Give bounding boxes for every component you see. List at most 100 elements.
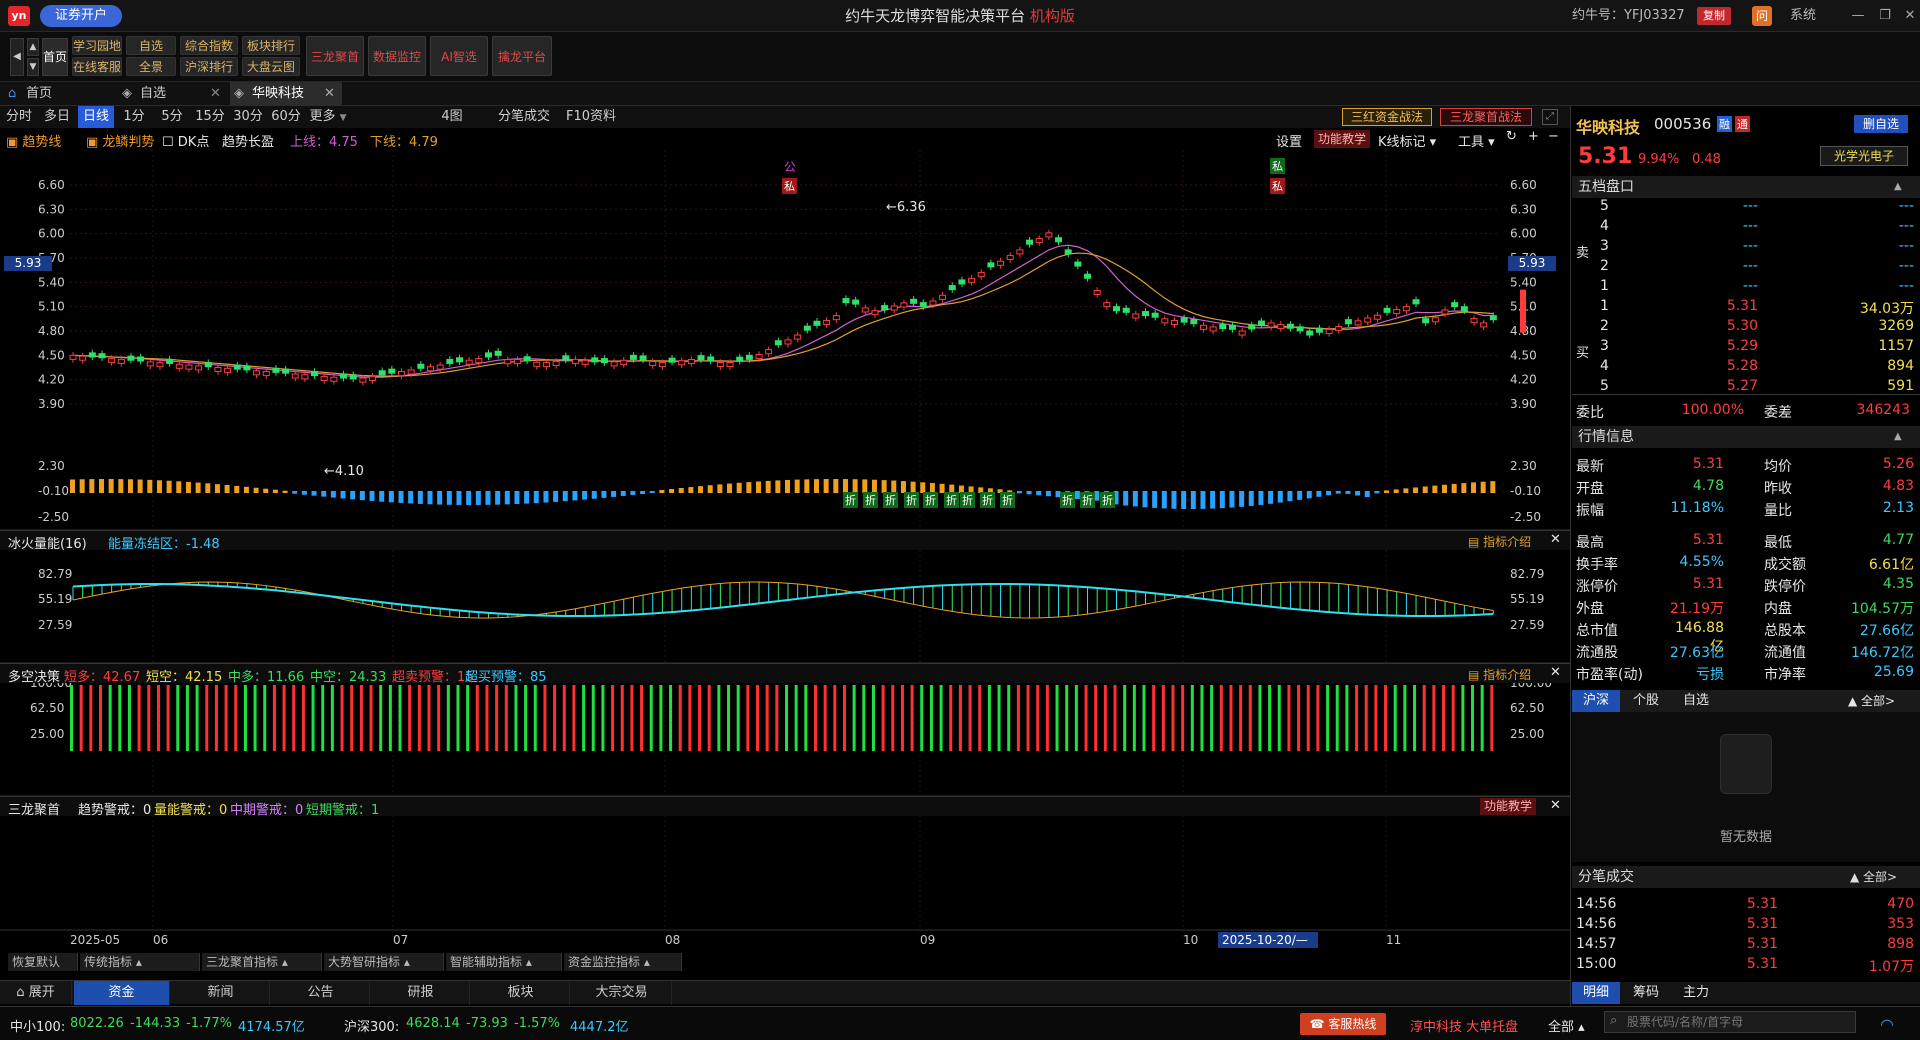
close-panel-icon[interactable]: ✕ — [1550, 798, 1561, 813]
traditional-indicators-tab[interactable]: 传统指标 ▴ — [80, 953, 200, 971]
period-30min[interactable]: 30分 — [233, 109, 263, 124]
sector-rank-button[interactable]: 板块排行 — [242, 36, 300, 55]
period-60min[interactable]: 60分 — [271, 109, 301, 124]
trend-research-tab[interactable]: 大势智研指标 ▴ — [324, 953, 444, 971]
period-daily[interactable]: 日线 — [78, 106, 114, 128]
close-tab-icon[interactable]: ✕ — [324, 86, 335, 101]
f10-button[interactable]: F10资料 — [565, 109, 617, 124]
ask-button[interactable]: 问 — [1752, 6, 1772, 26]
plus-icon[interactable]: + — [1528, 129, 1539, 144]
tab-home[interactable]: ⌂ 首页 — [4, 82, 114, 106]
period-multiday[interactable]: 多日 — [43, 109, 70, 124]
indicator-intro-button[interactable]: ▤ 指标介绍 — [1468, 668, 1532, 682]
candle — [340, 373, 348, 379]
kline-mark-dropdown[interactable]: K线标记 ▾ — [1378, 135, 1437, 150]
tick-trades-button[interactable]: 分笔成交 — [497, 109, 550, 124]
tools-dropdown[interactable]: 工具 ▾ — [1458, 135, 1495, 150]
tab-detail[interactable]: 明细 — [1572, 982, 1620, 1004]
collapse-icon[interactable]: ▲ — [1894, 181, 1902, 192]
open-account-button[interactable]: 证券开户 — [40, 5, 122, 27]
stock-search-input[interactable] — [1604, 1011, 1856, 1033]
expand-button[interactable]: ⌂ 展开 — [0, 981, 72, 1005]
data-monitor-button[interactable]: 数据监控 — [368, 36, 426, 76]
minus-icon[interactable]: − — [1548, 129, 1559, 144]
layout-4[interactable]: 4图 — [441, 109, 463, 124]
period-more[interactable]: 更多 ▼ — [309, 109, 347, 124]
volume-bar — [253, 487, 259, 493]
study-button[interactable]: 学习园地 — [72, 36, 122, 55]
tab-main-force[interactable]: 主力 — [1682, 985, 1709, 1000]
collapse-icon[interactable]: ▲ — [1894, 431, 1902, 442]
three-dragons-button[interactable]: 三龙聚首 — [306, 36, 364, 76]
candle — [253, 370, 261, 376]
tab-research[interactable]: 研报 — [372, 981, 470, 1005]
sector-badge[interactable]: 光学光电子 — [1820, 146, 1908, 166]
market-filter[interactable]: 全部 ▴ — [1548, 1020, 1585, 1035]
system-menu[interactable]: 系统 — [1790, 8, 1817, 23]
panorama-button[interactable]: 全景 — [126, 57, 176, 76]
ai-select-button[interactable]: AI智选 — [430, 36, 488, 76]
hotline-button[interactable]: ☎ 客服热线 — [1300, 1013, 1386, 1035]
dragon-bar — [340, 685, 344, 751]
tab-stock-news[interactable]: 个股 — [1632, 693, 1659, 708]
close-panel-icon[interactable]: ✕ — [1550, 665, 1561, 680]
tab-block-trades[interactable]: 大宗交易 — [572, 981, 672, 1005]
watchlist-button[interactable]: 自选 — [126, 36, 176, 55]
indicator-intro-button[interactable]: ▤ 指标介绍 — [1468, 535, 1532, 549]
down-arrow-icon[interactable]: ▼ — [27, 58, 39, 76]
index-button[interactable]: 综合指数 — [180, 36, 238, 55]
period-1min[interactable]: 1分 — [123, 109, 145, 124]
dk-point-toggle[interactable]: ☐ DK点 — [162, 135, 210, 150]
back-arrow-icon[interactable]: ◀ — [10, 38, 24, 76]
kline-chart-area[interactable]: 6.606.606.306.306.006.005.705.705.405.40… — [0, 150, 1570, 950]
short-line — [72, 581, 1494, 619]
close-icon[interactable]: ✕ — [1904, 8, 1916, 23]
tab-sectors[interactable]: 板块 — [472, 981, 570, 1005]
tab-funds[interactable]: 资金 — [74, 981, 170, 1005]
fullscreen-icon[interactable]: ⤢ — [1542, 109, 1558, 125]
candle — [272, 367, 280, 373]
settings-button[interactable]: 设置 — [1276, 135, 1303, 150]
dragon-platform-button[interactable]: 擒龙平台 — [492, 36, 552, 76]
strategy-three-red[interactable]: 三红资金战法 — [1342, 108, 1432, 126]
tab-watch-news[interactable]: 自选 — [1682, 693, 1709, 708]
up-arrow-icon[interactable]: ▲ — [27, 38, 39, 56]
tab-chips[interactable]: 筹码 — [1632, 985, 1659, 1000]
minimize-icon[interactable]: — — [1851, 8, 1865, 23]
market-cloud-button[interactable]: 大盘云图 — [242, 57, 300, 76]
period-15min[interactable]: 15分 — [195, 109, 225, 124]
market-rank-button[interactable]: 沪深排行 — [180, 57, 238, 76]
quote-label: 成交额 — [1764, 557, 1806, 573]
dragon-bar — [1113, 685, 1117, 751]
strategy-three-dragons[interactable]: 三龙聚首战法 — [1440, 108, 1532, 126]
tick-all-link[interactable]: ▲ 全部> — [1850, 870, 1898, 884]
tab-stock[interactable]: ◈ 华映科技 ✕ — [230, 82, 342, 106]
restore-icon[interactable]: ❐ — [1879, 8, 1891, 23]
refresh-icon[interactable]: ↻ — [1506, 129, 1517, 144]
smart-assist-tab[interactable]: 智能辅助指标 ▴ — [446, 953, 562, 971]
online-service-button[interactable]: 在线客服 — [72, 57, 122, 76]
trend-line-toggle[interactable]: ▣ 趋势线 — [6, 135, 62, 150]
close-tab-icon[interactable]: ✕ — [210, 86, 221, 101]
tutorial-button[interactable]: 功能教学 — [1480, 798, 1537, 815]
tab-news[interactable]: 新闻 — [172, 981, 270, 1005]
tutorial-button[interactable]: 功能教学 — [1314, 130, 1371, 148]
fund-monitor-tab[interactable]: 资金监控指标 ▴ — [564, 953, 682, 971]
tick-volume: 353 — [1887, 916, 1914, 932]
three-dragons-indicators-tab[interactable]: 三龙聚首指标 ▴ — [202, 953, 322, 971]
tab-announcements[interactable]: 公告 — [272, 981, 370, 1005]
news-all-link[interactable]: ▲ 全部> — [1848, 694, 1896, 708]
restore-default-tab[interactable]: 恢复默认 — [8, 953, 78, 971]
close-panel-icon[interactable]: ✕ — [1550, 532, 1561, 547]
tab-watchlist[interactable]: ◈ 自选 ✕ — [118, 82, 226, 106]
remove-watchlist-button[interactable]: 删自选 — [1854, 115, 1908, 133]
candle — [678, 360, 686, 366]
copy-button[interactable]: 复制 — [1697, 7, 1731, 25]
dragon-scale-toggle[interactable]: ▣ 龙鳞判势 — [86, 135, 155, 150]
tab-shsz[interactable]: 沪深 — [1572, 690, 1620, 712]
home-button[interactable]: 首页 — [42, 38, 68, 76]
period-intraday[interactable]: 分时 — [5, 109, 32, 124]
moving-averages — [72, 244, 1494, 378]
period-5min[interactable]: 5分 — [161, 109, 183, 124]
